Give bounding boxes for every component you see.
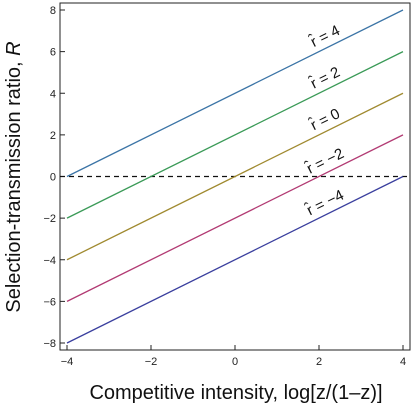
series-label: r̂ = 4 [307, 21, 343, 51]
x-tick-label: −2 [145, 356, 158, 368]
y-tick-label: 4 [50, 88, 56, 100]
series-line [66, 51, 404, 219]
series-line [66, 175, 404, 344]
y-tick-label: −4 [43, 255, 56, 267]
y-axis-title-text: Selection-transmission ratio, [3, 56, 25, 313]
series-label: r̂ = 0 [307, 105, 343, 135]
y-tick-label: 6 [50, 47, 56, 59]
series-line [66, 134, 404, 302]
x-tick-label: −4 [61, 356, 74, 368]
y-axis-title-variable: R [3, 41, 25, 55]
x-tick-label: 2 [316, 356, 322, 368]
x-tick-label: 4 [400, 356, 406, 368]
y-tick-label: 8 [50, 5, 56, 17]
y-tick-label: −6 [43, 296, 56, 308]
x-axis-title: Competitive intensity, log[z/(1–z)] [89, 382, 382, 404]
series-label: r̂ = 2 [307, 63, 343, 93]
y-tick-label: 2 [50, 130, 56, 142]
y-tick-label: 0 [50, 172, 56, 184]
x-tick-label: 0 [232, 356, 238, 368]
series-line [66, 92, 404, 261]
series-line [66, 9, 404, 178]
y-axis-title: Selection-transmission ratio, R [3, 41, 25, 312]
y-tick-label: −2 [43, 213, 56, 225]
y-tick-label: −8 [43, 338, 56, 350]
